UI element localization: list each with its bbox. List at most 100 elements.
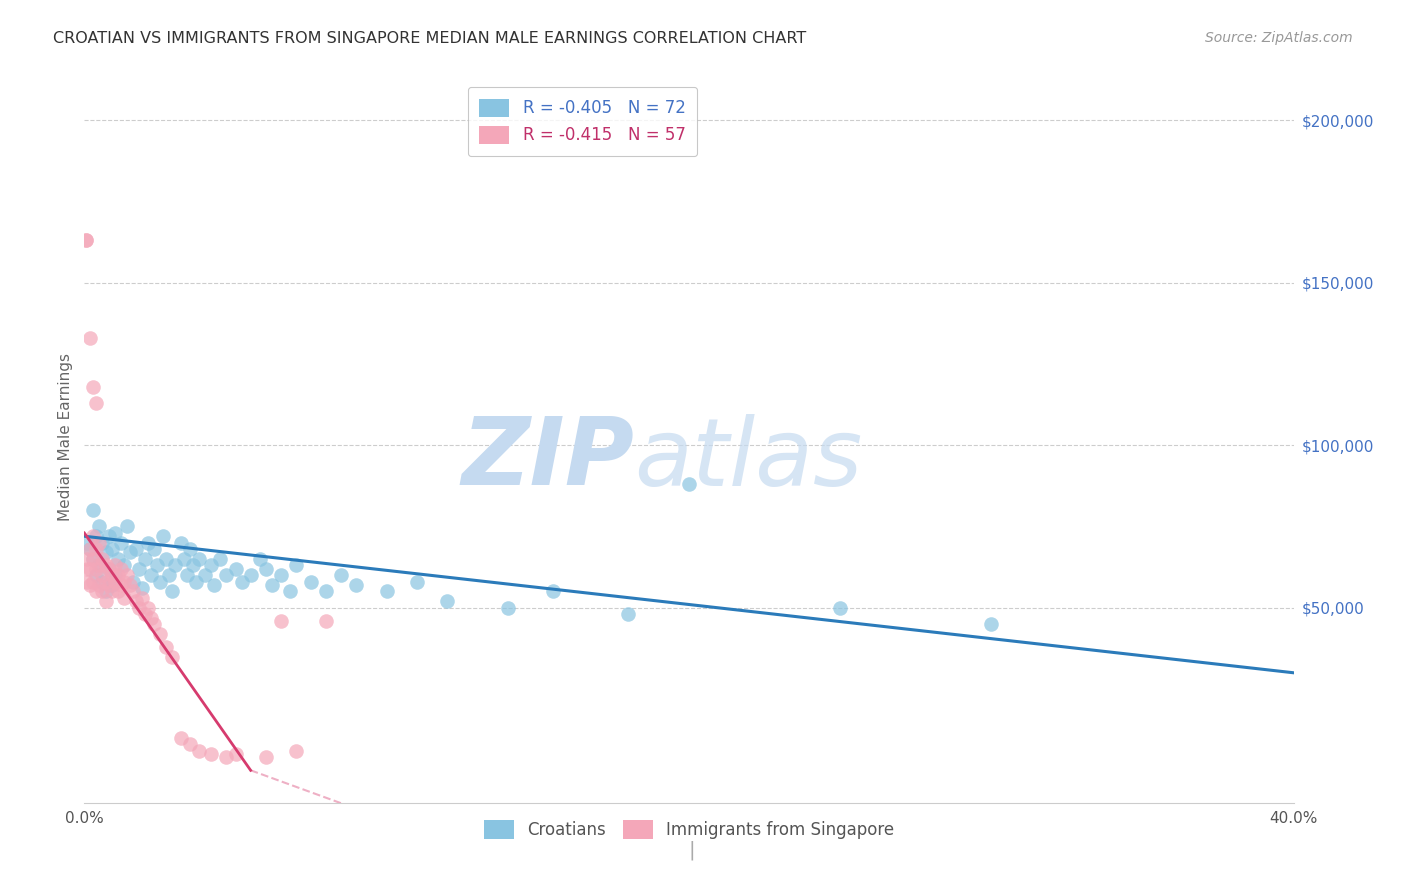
Point [225,747,247,761]
Point [97,578,120,592]
Point [160,649,183,664]
Point [91,584,114,599]
Point [125,542,148,557]
Point [299,574,322,589]
Point [260,578,283,592]
Text: atlas: atlas [634,414,863,505]
Point [188,552,211,566]
Point [121,574,143,589]
Point [86,396,108,410]
Point [188,744,211,758]
Point [110,535,132,549]
Point [112,591,135,605]
Point [94,574,117,589]
Point [173,552,195,566]
Point [86,542,108,557]
Text: ZIP: ZIP [461,413,634,505]
Point [181,558,204,573]
Point [82,552,104,566]
Point [200,747,222,761]
Point [131,581,153,595]
Point [97,562,120,576]
Point [112,558,135,573]
Point [91,568,114,582]
Point [110,562,132,576]
Point [89,558,111,573]
Point [136,535,159,549]
Point [107,552,129,566]
Point [79,562,101,576]
Point [346,578,368,592]
Point [79,331,101,345]
Text: CROATIAN VS IMMIGRANTS FROM SINGAPORE MEDIAN MALE EARNINGS CORRELATION CHART: CROATIAN VS IMMIGRANTS FROM SINGAPORE ME… [53,31,807,46]
Point [82,380,104,394]
Point [215,750,238,764]
Point [678,477,700,491]
Point [115,568,138,582]
Point [128,600,150,615]
Point [155,552,177,566]
Point [149,626,172,640]
Point [980,617,1002,632]
Point [139,610,162,624]
Point [79,542,101,557]
Point [86,562,108,576]
Point [104,568,127,582]
Point [830,600,852,615]
Point [375,584,398,599]
Point [94,584,117,599]
Point [155,640,177,654]
Y-axis label: Median Male Earnings: Median Male Earnings [58,353,73,521]
Point [315,584,337,599]
Point [94,545,117,559]
Point [100,568,122,582]
Point [170,535,193,549]
Point [176,568,198,582]
Point [91,535,114,549]
Text: |: | [688,840,695,860]
Point [146,558,169,573]
Point [100,542,122,557]
Point [94,558,117,573]
Point [107,568,129,582]
Point [149,574,172,589]
Point [86,584,108,599]
Point [254,750,277,764]
Point [86,529,108,543]
Point [110,578,132,592]
Point [125,594,148,608]
Point [179,737,201,751]
Point [165,558,187,573]
Point [91,574,114,589]
Point [194,568,217,582]
Point [139,568,162,582]
Point [285,744,308,758]
Point [75,234,97,248]
Point [79,542,101,557]
Point [231,574,253,589]
Point [100,584,122,599]
Point [270,568,292,582]
Point [249,552,271,566]
Point [104,558,127,573]
Point [115,519,138,533]
Text: Source: ZipAtlas.com: Source: ZipAtlas.com [1205,31,1353,45]
Point [112,574,135,589]
Point [76,562,98,576]
Point [436,594,458,608]
Point [89,519,111,533]
Point [86,568,108,582]
Point [97,562,120,576]
Point [179,542,201,557]
Point [104,526,127,541]
Point [100,578,122,592]
Point [225,562,247,576]
Point [76,552,98,566]
Point [82,529,104,543]
Point [200,558,222,573]
Point [89,578,111,592]
Point [82,503,104,517]
Point [170,731,193,745]
Point [202,578,225,592]
Point [76,574,98,589]
